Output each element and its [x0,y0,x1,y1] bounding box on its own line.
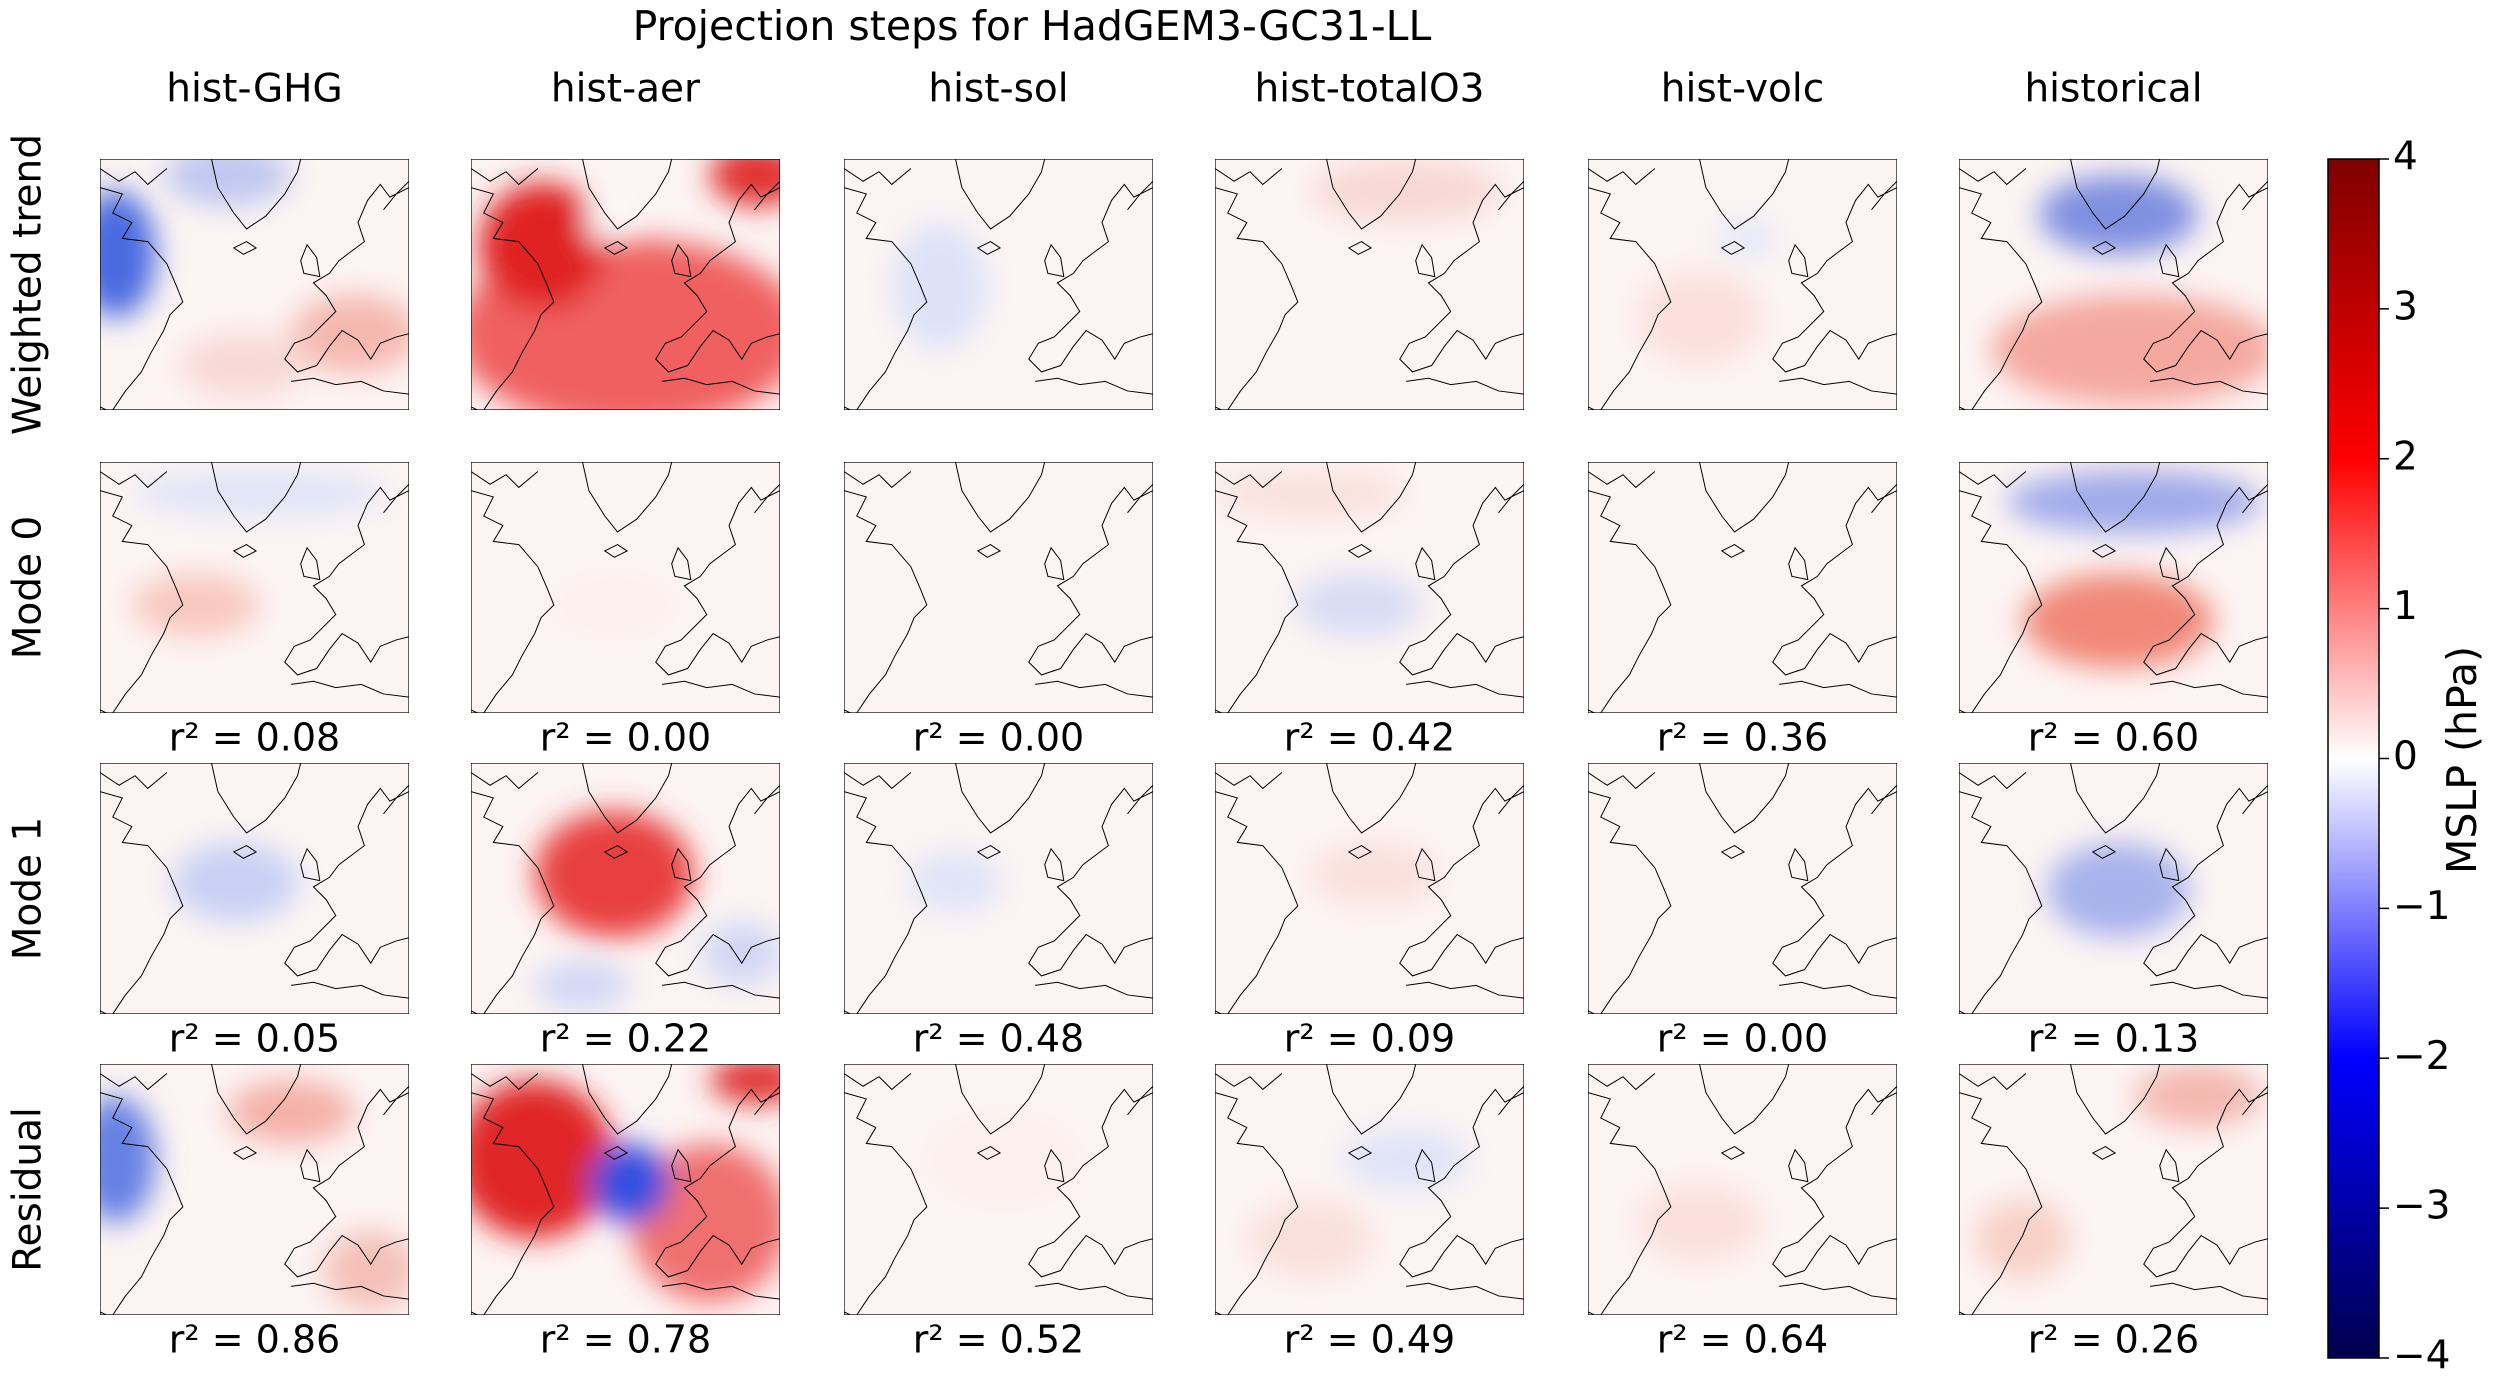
colorbar-label: MSLP (hPa) [2438,646,2486,874]
r2-label: r² = 0.60 [2028,716,2199,760]
r2-label: r² = 0.86 [169,1318,340,1362]
map-panel [1215,462,1524,713]
colorbar-tick-label: −4 [2393,1334,2451,1379]
map-panel [471,462,780,713]
map-panel [844,1064,1153,1315]
r2-label: r² = 0.42 [1284,716,1455,760]
column-label: historical [2024,67,2202,112]
r2-label: r² = 0.05 [169,1017,340,1061]
r2-label: r² = 0.26 [2028,1318,2199,1362]
map-panel [100,159,409,410]
row-label: Mode 1 [6,817,51,960]
row-label: Weighted trend [6,134,51,435]
map-panel [1588,1064,1897,1315]
r2-label: r² = 0.48 [913,1017,1084,1061]
colorbar-tick-label: −2 [2393,1034,2451,1079]
r2-label: r² = 0.22 [540,1017,711,1061]
colorbar-tick-label: −3 [2393,1184,2451,1229]
row-label: Residual [6,1107,51,1272]
r2-label: r² = 0.78 [540,1318,711,1362]
map-panel [100,462,409,713]
map-panel [471,763,780,1014]
column-label: hist-GHG [166,67,342,112]
column-label: hist-totalO3 [1255,67,1485,112]
colorbar-tick-label: −1 [2393,884,2451,929]
map-panel [844,462,1153,713]
map-panel [844,763,1153,1014]
r2-label: r² = 0.36 [1657,716,1828,760]
r2-label: r² = 0.00 [913,716,1084,760]
r2-label: r² = 0.00 [1657,1017,1828,1061]
map-panel [1959,462,2268,713]
map-panel [1215,1064,1524,1315]
colorbar-tick-label: 3 [2393,284,2418,329]
colorbar-tick-label: 2 [2393,434,2418,479]
map-panel [1215,159,1524,410]
column-label: hist-sol [928,67,1068,112]
map-panel [471,159,780,410]
r2-label: r² = 0.09 [1284,1017,1455,1061]
r2-label: r² = 0.52 [913,1318,1084,1362]
map-panel [471,1064,780,1315]
column-label: hist-aer [551,67,701,112]
map-panel [1959,159,2268,410]
r2-label: r² = 0.00 [540,716,711,760]
map-panel [1588,159,1897,410]
colorbar-tick-label: 0 [2393,734,2418,779]
r2-label: r² = 0.13 [2028,1017,2199,1061]
chart-title: Projection steps for HadGEM3-GC31-LL [633,2,1432,50]
map-panel [1588,763,1897,1014]
colorbar-tick-label: 4 [2393,135,2418,180]
colorbar-tick-label: 1 [2393,584,2418,629]
map-panel [1959,763,2268,1014]
map-panel [1588,462,1897,713]
colorbar [2327,158,2380,1359]
r2-label: r² = 0.08 [169,716,340,760]
map-panel [1215,763,1524,1014]
panel-grid: hist-GHG hist-aer hist-sol hist-totalO3 hist… [6,67,2268,1362]
map-panel [1959,1064,2268,1315]
column-label: hist-volc [1661,67,1824,112]
map-panel [844,159,1153,410]
map-panel [100,763,409,1014]
row-label: Mode 0 [6,516,51,659]
r2-label: r² = 0.49 [1284,1318,1455,1362]
map-panel [100,1064,409,1315]
r2-label: r² = 0.64 [1657,1318,1828,1362]
